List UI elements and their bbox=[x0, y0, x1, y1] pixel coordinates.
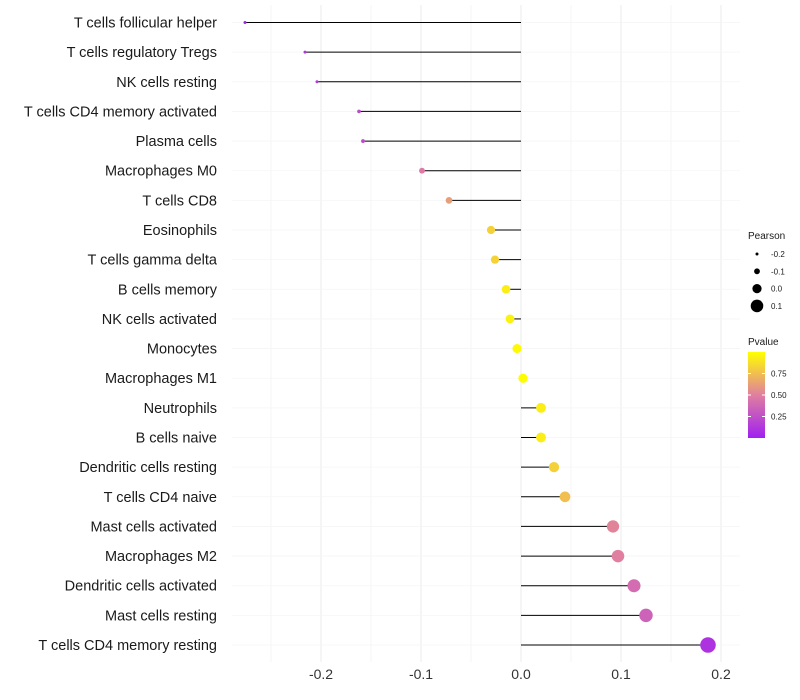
category-label: T cells regulatory Tregs bbox=[67, 45, 217, 61]
lollipop-point bbox=[611, 549, 625, 563]
x-tick-label: -0.1 bbox=[409, 666, 433, 682]
x-tick-label: 0.1 bbox=[611, 666, 631, 682]
category-label: Dendritic cells activated bbox=[65, 579, 217, 595]
category-label: Monocytes bbox=[147, 342, 217, 358]
category-label: Dendritic cells resting bbox=[79, 460, 217, 476]
category-label: Plasma cells bbox=[136, 134, 217, 150]
lollipop-points bbox=[243, 21, 716, 653]
lollipop-point bbox=[501, 284, 511, 294]
category-label: B cells memory bbox=[118, 282, 218, 298]
category-label: Eosinophils bbox=[143, 223, 217, 239]
category-label: Mast cells resting bbox=[105, 608, 217, 624]
lollipop-point bbox=[536, 402, 546, 413]
x-tick-label: 0.0 bbox=[511, 666, 531, 682]
lollipop-point bbox=[606, 520, 620, 533]
category-label: NK cells resting bbox=[116, 75, 217, 91]
lollipop-point bbox=[512, 344, 522, 354]
color-legend-title: Pvalue bbox=[748, 337, 779, 348]
category-label: Neutrophils bbox=[144, 401, 217, 417]
lollipop-stems bbox=[245, 22, 708, 646]
category-label: Macrophages M2 bbox=[105, 549, 217, 565]
color-legend-label: 0.25 bbox=[771, 413, 787, 422]
color-legend-bar bbox=[748, 352, 765, 438]
lollipop-point bbox=[303, 50, 307, 54]
x-axis-tick-labels: -0.2 -0.1 0.0 0.1 0.2 bbox=[309, 666, 731, 682]
lollipop-point bbox=[315, 80, 319, 84]
lollipop-point bbox=[505, 314, 515, 324]
lollipop-point bbox=[243, 21, 247, 24]
color-legend-label: 0.50 bbox=[771, 391, 787, 400]
category-label: Mast cells activated bbox=[90, 519, 217, 535]
x-tick-label: -0.2 bbox=[309, 666, 333, 682]
lollipop-point bbox=[627, 579, 641, 593]
lollipop-point bbox=[559, 491, 571, 503]
size-legend-key bbox=[750, 299, 764, 313]
size-legend-title: Pearson bbox=[748, 231, 785, 242]
category-label: B cells naive bbox=[136, 431, 217, 447]
category-label: Macrophages M0 bbox=[105, 164, 217, 180]
category-label: NK cells activated bbox=[102, 312, 217, 328]
x-tick-label: 0.2 bbox=[711, 666, 731, 682]
category-label: T cells CD8 bbox=[142, 193, 217, 209]
lollipop-point bbox=[357, 109, 361, 114]
category-label: T cells follicular helper bbox=[74, 16, 217, 32]
size-legend-label: 0.1 bbox=[771, 302, 783, 311]
size-legend-key bbox=[754, 268, 760, 275]
size-legend-label: -0.2 bbox=[771, 250, 785, 259]
lollipop-point bbox=[445, 196, 453, 204]
category-label: T cells CD4 naive bbox=[104, 490, 217, 506]
category-label: T cells CD4 memory activated bbox=[24, 104, 217, 120]
lollipop-point bbox=[361, 139, 365, 143]
lollipop-point bbox=[548, 461, 560, 473]
size-legend: -0.2 -0.1 0.0 0.1 bbox=[750, 250, 785, 313]
category-label: Macrophages M1 bbox=[105, 371, 217, 387]
category-label: T cells CD4 memory resting bbox=[38, 638, 217, 654]
grid-lines bbox=[232, 5, 740, 662]
size-legend-label: -0.1 bbox=[771, 267, 785, 276]
legend: Pearson -0.2-0.10.00.1 Pvalue 0.750.500.… bbox=[748, 231, 787, 438]
lollipop-point bbox=[639, 608, 653, 623]
color-legend-label: 0.75 bbox=[771, 370, 787, 379]
category-labels: T cells follicular helper T cells regulat… bbox=[24, 16, 218, 655]
size-legend-key bbox=[752, 284, 762, 294]
size-legend-label: 0.0 bbox=[771, 285, 783, 294]
color-legend: 0.75 0.50 0.25 bbox=[748, 370, 787, 422]
lollipop-point bbox=[490, 255, 500, 264]
category-label: T cells gamma delta bbox=[88, 253, 218, 269]
lollipop-point bbox=[518, 373, 528, 383]
lollipop-point bbox=[419, 167, 425, 174]
size-legend-key bbox=[755, 252, 759, 256]
lollipop-point bbox=[536, 432, 546, 443]
lollipop-point bbox=[700, 637, 716, 653]
lollipop-point bbox=[486, 225, 496, 235]
